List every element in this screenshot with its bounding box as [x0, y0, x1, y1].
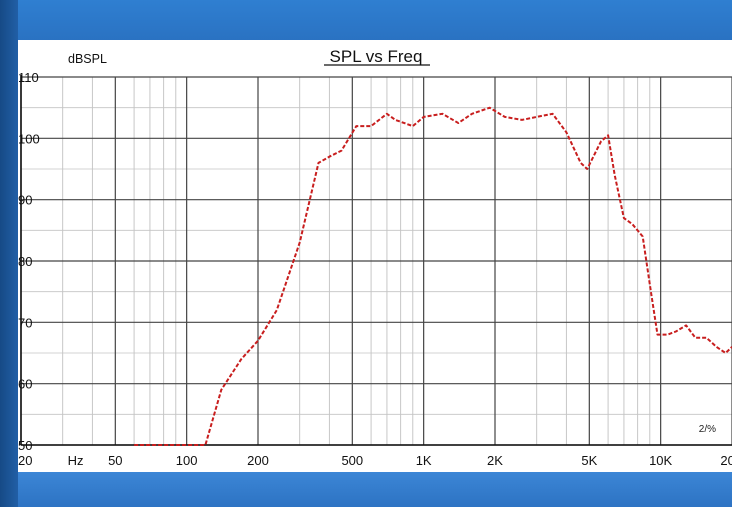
x-tick-label: 10K — [649, 453, 672, 468]
y-axis-label: dBSPL — [68, 52, 107, 66]
x-tick-label: 20K — [720, 453, 732, 468]
chart-title: SPL vs Freq — [330, 47, 423, 66]
y-tick-label: 110 — [18, 70, 39, 85]
y-tick-label: 100 — [18, 131, 40, 146]
x-tick-label: 500 — [341, 453, 363, 468]
y-tick-label: 70 — [18, 315, 32, 330]
y-tick-label: 60 — [18, 377, 32, 392]
x-tick-label: 2K — [487, 453, 503, 468]
x-tick-label: 5K — [581, 453, 597, 468]
x-tick-label: Hz — [68, 453, 84, 468]
chart-annotation: 2/% — [699, 424, 716, 435]
grid-layer — [20, 76, 732, 446]
x-tick-label: 100 — [176, 453, 198, 468]
x-tick-label: 200 — [247, 453, 269, 468]
y-tick-label: 80 — [18, 254, 32, 269]
spl-response-line — [134, 106, 732, 446]
x-tick-label: 20 — [18, 453, 32, 468]
series-layer — [134, 106, 732, 446]
bottom-band — [18, 472, 732, 507]
y-tick-label: 90 — [18, 193, 32, 208]
left-dark-band — [0, 0, 18, 507]
chart-panel: 110 100 90 80 70 60 50 20 Hz 50 100 200 500 1K 2K 5K 10K… — [18, 40, 732, 472]
y-tick-label: 50 — [18, 438, 32, 453]
x-tick-label: 1K — [416, 453, 432, 468]
x-tick-label: 50 — [108, 453, 122, 468]
